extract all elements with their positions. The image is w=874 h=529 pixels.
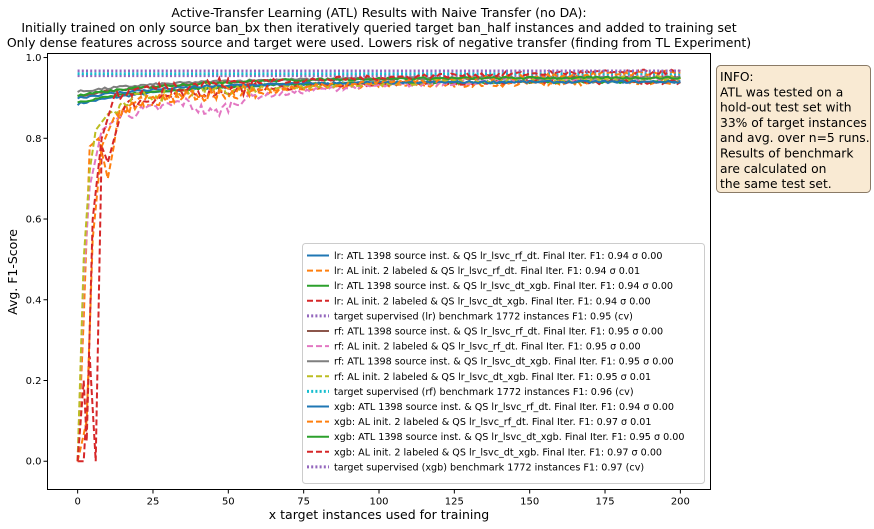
info-line-2: ATL was tested on a	[720, 85, 843, 99]
legend-label-3: lr: ATL 1398 source inst. & QS lr_lsvc_d…	[334, 281, 673, 292]
info-line-5: and avg. over n=5 runs.	[720, 131, 870, 145]
title-line-2: Initially trained on only source ban_bx …	[21, 20, 736, 35]
legend-label-2: lr: AL init. 2 labeled & QS lr_lsvc_rf_d…	[334, 266, 640, 277]
info-line-8: the same test set.	[720, 177, 832, 191]
y-tick-label: 0.4	[26, 295, 42, 306]
chart-title: Active-Transfer Learning (ATL) Results w…	[7, 5, 751, 50]
title-line-3: Only dense features across source and ta…	[7, 35, 751, 50]
series-line-7	[76, 74, 681, 462]
series-line-9	[76, 74, 682, 462]
y-tick-label: 0.8	[26, 134, 42, 145]
legend-label-7: rf: AL init. 2 labeled & QS lr_lsvc_rf_d…	[334, 342, 641, 353]
x-tick-label: 200	[671, 497, 690, 508]
y-axis-label: Avg. F1-Score	[5, 229, 20, 315]
info-line-7: are calculated on	[720, 162, 826, 176]
x-tick-label: 0	[74, 497, 80, 508]
x-tick-label: 125	[445, 497, 464, 508]
info-line-6: Results of benchmark	[720, 147, 854, 161]
x-axis-ticks: 0 25 50 75 100 125 150 175 200	[74, 489, 690, 508]
series-line-2	[76, 78, 681, 462]
y-tick-label: 0.0	[26, 457, 42, 468]
legend-label-6: rf: ATL 1398 source inst. & QS lr_lsvc_r…	[334, 327, 663, 338]
info-box-frame	[716, 65, 871, 193]
legend-label-4: lr: AL init. 2 labeled & QS lr_lsvc_dt_x…	[334, 296, 651, 307]
legend: lr: ATL 1398 source inst. & QS lr_lsvc_r…	[302, 243, 705, 484]
x-tick-label: 150	[520, 497, 539, 508]
legend-label-5: target supervised (lr) benchmark 1772 in…	[334, 311, 633, 322]
x-tick-label: 175	[595, 497, 614, 508]
legend-label-13: xgb: ATL 1398 source inst. & QS lr_lsvc_…	[334, 432, 684, 443]
legend-label-11: xgb: ATL 1398 source inst. & QS lr_lsvc_…	[334, 402, 674, 413]
legend-label-10: target supervised (rf) benchmark 1772 in…	[334, 387, 634, 398]
x-tick-label: 100	[369, 497, 388, 508]
legend-label-15: target supervised (xgb) benchmark 1772 i…	[334, 462, 644, 473]
legend-frame	[302, 243, 705, 484]
plot-area	[76, 67, 682, 463]
legend-label-8: rf: ATL 1398 source inst. & QS lr_lsvc_d…	[334, 357, 674, 368]
legend-label-14: xgb: AL init. 2 labeled & QS lr_lsvc_dt_…	[334, 447, 662, 458]
legend-label-1: lr: ATL 1398 source inst. & QS lr_lsvc_r…	[334, 251, 663, 262]
y-tick-label: 0.2	[26, 376, 42, 387]
info-line-4: 33% of target instances	[720, 116, 867, 130]
info-line-1: INFO:	[720, 70, 754, 84]
y-tick-label: 1.0	[26, 53, 42, 64]
axes-frame	[47, 53, 711, 490]
legend-label-12: xgb: AL init. 2 labeled & QS lr_lsvc_rf_…	[334, 417, 652, 428]
series-line-13	[77, 75, 681, 98]
x-tick-label: 25	[147, 497, 160, 508]
info-box: INFO:ATL was tested on a hold-out test se…	[716, 65, 871, 193]
x-tick-label: 75	[297, 497, 310, 508]
title-line-1: Active-Transfer Learning (ATL) Results w…	[171, 5, 586, 20]
x-axis-label: x target instances used for training	[269, 507, 489, 522]
info-line-3: hold-out test set with	[720, 101, 852, 115]
x-tick-label: 50	[222, 497, 235, 508]
y-tick-label: 0.6	[26, 215, 42, 226]
series-line-14	[76, 67, 681, 462]
legend-label-9: rf: AL init. 2 labeled & QS lr_lsvc_dt_x…	[334, 372, 651, 383]
y-axis-ticks: 0.0 0.2 0.4 0.6 0.8 1.0	[26, 53, 48, 468]
